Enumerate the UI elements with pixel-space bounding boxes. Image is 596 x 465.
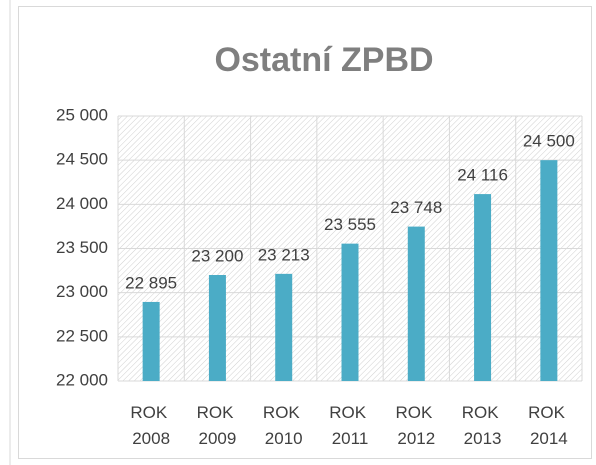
data-label: 24 500 xyxy=(523,132,575,151)
data-label: 23 555 xyxy=(324,215,376,234)
data-label: 24 116 xyxy=(457,166,508,185)
y-tick-label: 24 000 xyxy=(56,194,108,213)
bar xyxy=(275,273,293,381)
data-label: 23 748 xyxy=(390,198,442,217)
y-tick-label: 24 500 xyxy=(56,150,108,169)
x-tick-label: ROK 2008 xyxy=(130,403,172,448)
bar xyxy=(407,226,425,381)
x-tick-label: ROK 2011 xyxy=(329,403,371,448)
x-tick-label: ROK 2013 xyxy=(462,403,504,448)
data-label: 22 895 xyxy=(125,273,177,292)
chart-title: Ostatní ZPBD xyxy=(214,41,433,79)
bar xyxy=(540,160,558,381)
bar xyxy=(142,301,160,381)
y-tick-label: 22 000 xyxy=(56,370,108,389)
bar xyxy=(208,275,226,381)
data-label: 23 200 xyxy=(191,246,243,265)
bar xyxy=(341,243,359,381)
y-tick-label: 23 500 xyxy=(56,238,108,257)
x-tick-label: ROK 2014 xyxy=(528,403,570,448)
bar xyxy=(474,194,492,381)
y-tick-label: 22 500 xyxy=(56,326,108,345)
x-tick-label: ROK 2012 xyxy=(396,403,438,448)
data-label: 23 213 xyxy=(258,245,310,264)
y-tick-label: 25 000 xyxy=(56,105,108,124)
x-tick-label: ROK 2010 xyxy=(263,403,305,448)
x-tick-label: ROK 2009 xyxy=(197,403,239,448)
y-tick-label: 23 000 xyxy=(56,282,108,301)
